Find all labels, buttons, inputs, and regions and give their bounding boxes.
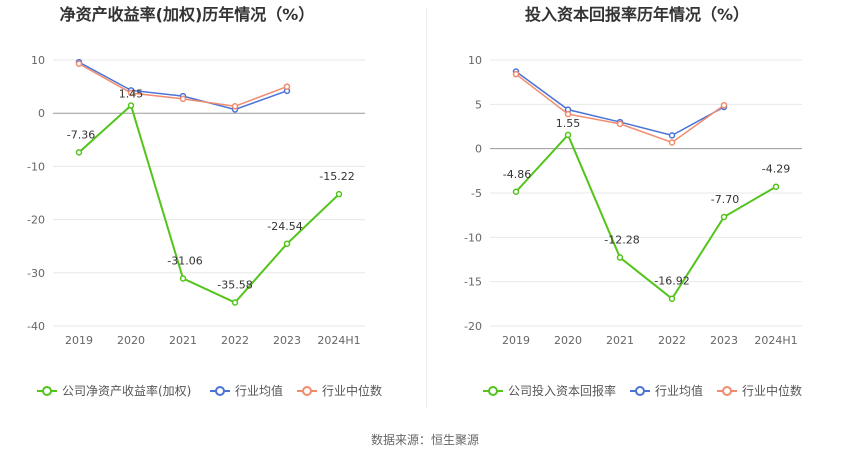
chart1-data-point bbox=[127, 89, 135, 97]
chart1-ytick-label: 0 bbox=[38, 107, 45, 120]
data-source-note: 数据来源：恒生聚源 bbox=[370, 433, 479, 447]
chart1-xtick-label: 2023 bbox=[273, 334, 301, 347]
chart2-legend-label: 公司投入资本回报率 bbox=[508, 383, 616, 398]
chart1-xtick-label: 2024H1 bbox=[317, 334, 360, 347]
chart1-data-label: -35.58 bbox=[217, 278, 252, 291]
chart1-data-point bbox=[127, 102, 135, 109]
chart2-ytick-label: -5 bbox=[471, 187, 482, 200]
chart2-data-point bbox=[668, 139, 676, 146]
chart2-data-point bbox=[564, 131, 572, 139]
chart2-data-point bbox=[668, 295, 676, 302]
chart2-xtick-label: 2024H1 bbox=[754, 334, 797, 347]
chart2-title: 投入资本回报率历年情况（%） bbox=[525, 5, 749, 24]
chart2-data-label: -4.29 bbox=[762, 163, 790, 176]
chart2-xtick-label: 2022 bbox=[658, 334, 686, 347]
chart2-data-label: -12.28 bbox=[604, 234, 639, 247]
chart2-ytick-label: 10 bbox=[468, 54, 482, 67]
chart2-data-label: -4.86 bbox=[503, 168, 531, 181]
chart1-data-point bbox=[335, 190, 343, 198]
chart1-data-point bbox=[179, 275, 187, 282]
chart1-legend-marker bbox=[215, 386, 225, 396]
chart2-legend-marker bbox=[722, 386, 732, 396]
chart2-data-point bbox=[512, 188, 520, 196]
chart2-ytick-label: 5 bbox=[475, 98, 482, 111]
chart1-data-point bbox=[179, 95, 187, 103]
chart2-series-line-industry-median bbox=[515, 73, 725, 144]
chart1-legend-marker bbox=[42, 386, 52, 396]
chart1-data-label: -15.22 bbox=[319, 170, 354, 183]
chart1-ytick-label: 10 bbox=[31, 54, 45, 67]
chart2-series-line-company bbox=[515, 133, 777, 301]
chart1-xtick-label: 2022 bbox=[221, 334, 249, 347]
chart2-data-point bbox=[720, 213, 728, 221]
chart1-ytick-label: -40 bbox=[27, 320, 45, 333]
chart1-data-point bbox=[75, 149, 83, 156]
chart1-series-line-company bbox=[78, 103, 340, 304]
chart2-data-point bbox=[564, 110, 572, 118]
chart2-xtick-label: 2019 bbox=[502, 334, 530, 347]
chart2-data-label: 1.55 bbox=[556, 117, 581, 130]
chart2-legend-marker bbox=[488, 386, 498, 396]
chart2-data-point bbox=[616, 254, 624, 261]
chart1-xtick-label: 2021 bbox=[169, 334, 197, 347]
chart2-data-point bbox=[772, 183, 780, 190]
chart1-data-point bbox=[231, 103, 239, 110]
chart1-data-label: 1.45 bbox=[119, 87, 144, 100]
chart1-ytick-label: -30 bbox=[27, 267, 45, 280]
chart2-data-point bbox=[720, 101, 728, 109]
chart1-data-label: -7.36 bbox=[67, 128, 95, 141]
chart2-ytick-label: 0 bbox=[475, 143, 482, 156]
chart2-xtick-label: 2021 bbox=[606, 334, 634, 347]
panel-divider bbox=[426, 8, 427, 408]
chart1-title: 净资产收益率(加权)历年情况（%） bbox=[60, 5, 315, 24]
chart1-legend-label: 公司净资产收益率(加权) bbox=[62, 383, 191, 398]
chart1-data-label: -31.06 bbox=[167, 254, 202, 267]
chart1-ytick-label: -10 bbox=[27, 160, 45, 173]
chart2-ytick-label: -20 bbox=[464, 320, 482, 333]
chart1-series-line-industry-mean bbox=[78, 61, 288, 111]
chart1-ytick-label: -20 bbox=[27, 214, 45, 227]
chart2-legend-marker bbox=[635, 386, 645, 396]
chart1-data-point bbox=[283, 240, 291, 248]
chart1-data-point bbox=[231, 299, 239, 306]
chart1-legend-label: 行业均值 bbox=[235, 383, 283, 398]
chart2-ytick-label: -10 bbox=[464, 231, 482, 244]
chart1-data-label: -24.54 bbox=[267, 220, 302, 233]
chart2-data-point bbox=[616, 120, 624, 128]
chart2-xtick-label: 2023 bbox=[710, 334, 738, 347]
chart2-data-point bbox=[668, 132, 676, 139]
chart2-legend-label: 行业均值 bbox=[655, 383, 703, 398]
chart2-data-label: -7.70 bbox=[711, 193, 739, 206]
chart2-ytick-label: -15 bbox=[464, 276, 482, 289]
chart1-xtick-label: 2019 bbox=[65, 334, 93, 347]
chart1-legend-label: 行业中位数 bbox=[322, 383, 382, 398]
chart1-data-point bbox=[75, 60, 83, 67]
chart2-data-label: -16.92 bbox=[654, 275, 689, 288]
chart1-legend-marker bbox=[302, 386, 312, 396]
chart1-xtick-label: 2020 bbox=[117, 334, 145, 347]
chart2-legend-label: 行业中位数 bbox=[742, 383, 802, 398]
chart2-xtick-label: 2020 bbox=[554, 334, 582, 347]
chart1-data-point bbox=[283, 83, 291, 90]
chart2-data-point bbox=[512, 70, 520, 78]
